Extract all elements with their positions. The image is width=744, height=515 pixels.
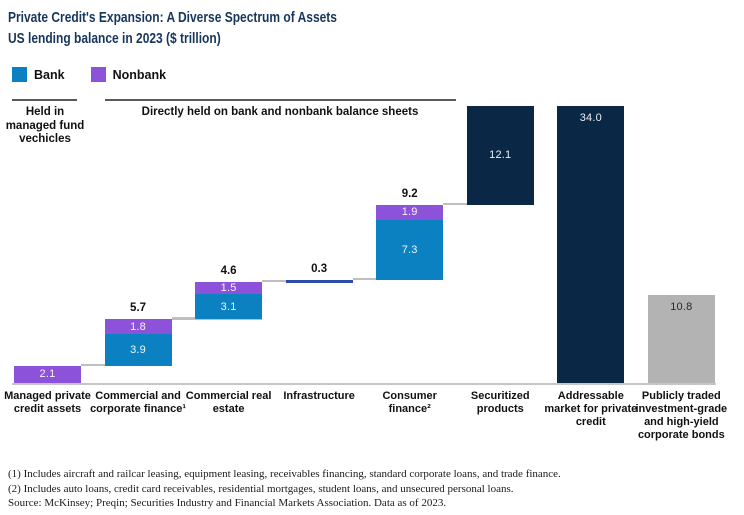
segment-value-label: 3.9 <box>130 343 146 356</box>
page-title: Private Credit's Expansion: A Diverse Sp… <box>8 9 337 26</box>
chart-baseline <box>12 383 716 385</box>
legend: Bank Nonbank <box>12 67 166 82</box>
category-label: Publicly traded investment-grade and hig… <box>635 390 728 441</box>
group-header-managed-funds: Held in managed fund vechicles <box>5 106 85 145</box>
legend-label-bank: Bank <box>34 67 65 82</box>
footnote-2: (2) Includes auto loans, credit card rec… <box>8 482 514 495</box>
group-rule-balance-sheets <box>105 99 456 101</box>
bar-segment-bank: 3.9 <box>104 334 172 366</box>
bar-segment-total: 10.8 <box>647 295 715 383</box>
segment-value-label: 1.9 <box>401 206 418 219</box>
segment-value-label: 1.8 <box>130 320 146 333</box>
segment-value-label: 10.8 <box>670 301 693 313</box>
bar-segment-nonbank: 1.5 <box>195 281 263 295</box>
category-label: Securitized products <box>470 390 530 415</box>
category-label: Commercial real estate <box>185 390 272 415</box>
bar-segment-bank-nonbank <box>285 279 353 283</box>
footnote-1: (1) Includes aircraft and railcar leasin… <box>8 468 561 480</box>
group-header-balance-sheets: Directly held on bank and nonbank balanc… <box>141 106 419 118</box>
category-label: Infrastructure <box>283 390 355 402</box>
segment-value-label: 7.3 <box>401 243 418 256</box>
bar-segment-nonbank: 2.1 <box>14 365 81 383</box>
bar-segment-bank: 7.3 <box>376 220 444 280</box>
source-note: Source: McKinsey; Preqin; Securities Ind… <box>8 497 447 509</box>
bar-segment-nonbank: 1.9 <box>376 204 444 221</box>
bar-total-label: 5.7 <box>130 302 147 315</box>
segment-value-label: 34.0 <box>579 112 602 124</box>
legend-item-nonbank: Nonbank <box>90 67 167 82</box>
legend-label-nonbank: Nonbank <box>112 67 167 82</box>
footnotes: (1) Includes aircraft and railcar leasin… <box>8 467 561 511</box>
segment-value-label: 1.5 <box>220 282 237 295</box>
bar-segment-nonbank: 1.8 <box>104 319 172 335</box>
page-subtitle: US lending balance in 2023 ($ trillion) <box>8 30 221 47</box>
bank-color-swatch <box>12 67 27 82</box>
group-rule-managed-funds <box>12 99 77 101</box>
category-label: Addressable market for private credit <box>544 390 638 428</box>
category-label: Commercial and corporate finance¹ <box>90 390 187 415</box>
bar-segment-bank: 3.1 <box>195 294 263 320</box>
segment-value-label: 12.1 <box>489 149 512 162</box>
category-label: Consumer finance² <box>382 390 437 415</box>
bar-total-label: 9.2 <box>401 187 418 200</box>
bar-total-label: 0.3 <box>311 262 328 275</box>
bar-segment-total: 34.0 <box>557 106 625 383</box>
segment-value-label: 2.1 <box>39 368 56 381</box>
nonbank-color-swatch <box>90 67 106 82</box>
bar-total-label: 4.6 <box>220 264 237 277</box>
legend-item-bank: Bank <box>12 67 65 82</box>
bar-segment-total: 12.1 <box>466 106 534 205</box>
segment-value-label: 3.1 <box>220 300 237 313</box>
category-label: Managed private credit assets <box>4 390 91 415</box>
